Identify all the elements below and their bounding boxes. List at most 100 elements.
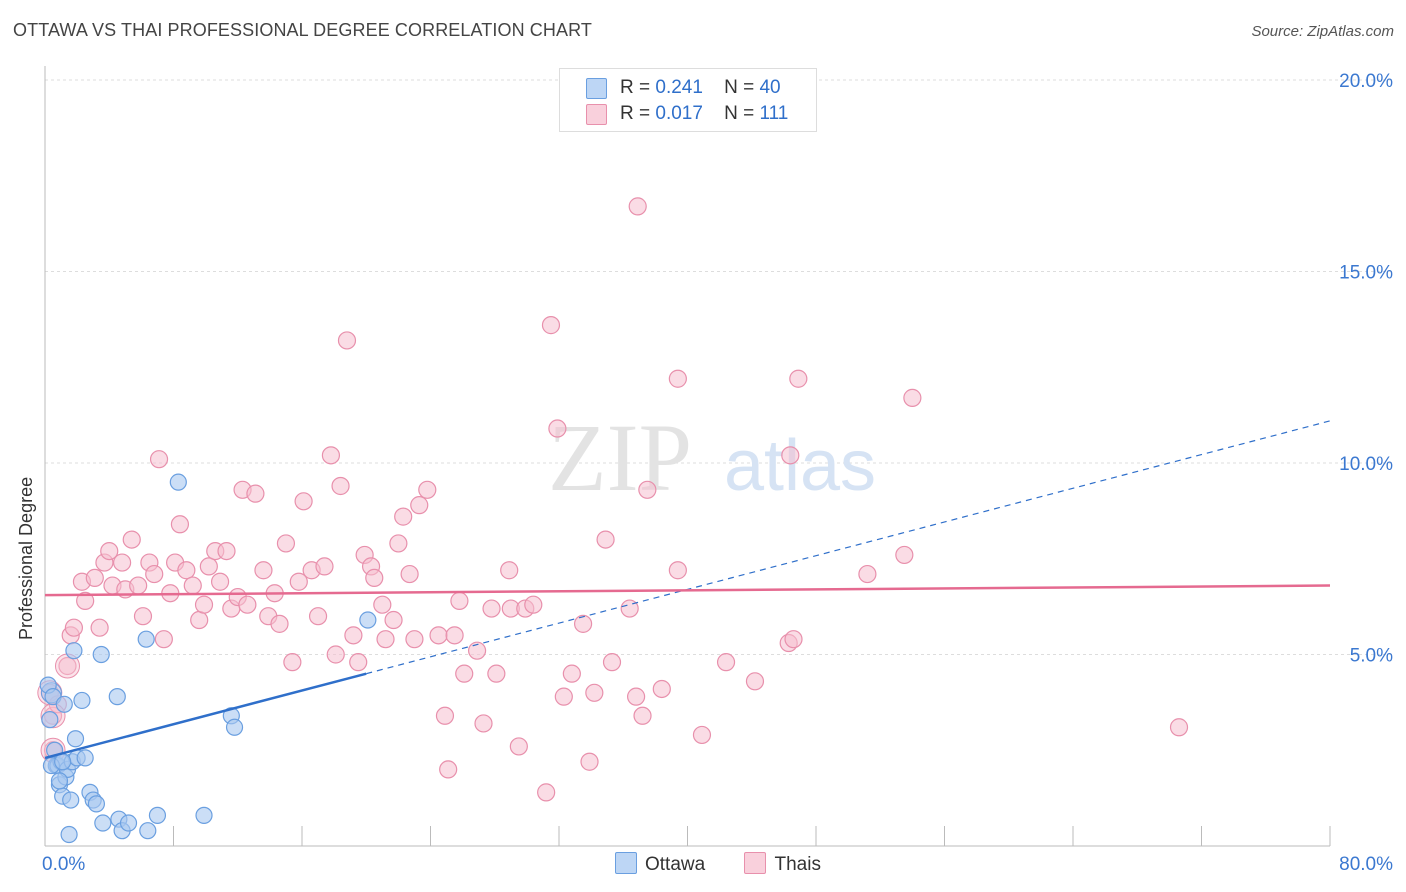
thais-point xyxy=(716,653,736,672)
thais-point xyxy=(90,618,109,637)
thais-point xyxy=(217,541,236,561)
y-tick-label: 20.0% xyxy=(1339,71,1393,92)
ottawa-point xyxy=(139,822,157,840)
thais-point xyxy=(376,630,395,649)
thais-point xyxy=(668,369,687,388)
thais-point xyxy=(58,656,77,676)
thais-point xyxy=(585,683,604,702)
thais-point xyxy=(154,630,173,649)
thais-point xyxy=(326,645,345,664)
thais-point xyxy=(394,507,413,526)
thais-point xyxy=(580,752,599,771)
thais-point xyxy=(638,480,657,499)
thais-r-label: R = xyxy=(620,103,651,124)
ottawa-point xyxy=(169,473,187,491)
ottawa-point xyxy=(137,630,155,648)
ottawa-point xyxy=(359,611,377,629)
thais-swatch xyxy=(586,104,607,125)
thais-point xyxy=(100,541,119,561)
thais-point xyxy=(112,553,132,572)
thais-point xyxy=(289,572,308,591)
correlation-legend: R = 0.241 N = 40 R = 0.017 N = 111 xyxy=(559,68,817,132)
thais-point xyxy=(331,476,350,496)
thais-point xyxy=(122,530,141,549)
ottawa-point xyxy=(148,806,167,824)
thais-point xyxy=(858,564,877,584)
y-tick-label: 15.0% xyxy=(1339,263,1393,284)
thais-point xyxy=(435,706,455,725)
thais-point xyxy=(602,653,622,672)
thais-r-value: 0.017 xyxy=(655,103,703,124)
ottawa-swatch xyxy=(586,78,607,99)
ottawa-series xyxy=(39,473,377,844)
ottawa-point xyxy=(60,825,78,844)
ottawa-point xyxy=(108,688,126,706)
thais-point xyxy=(596,530,615,549)
thais-point xyxy=(628,197,647,216)
ottawa-point xyxy=(62,791,80,809)
thais-trend-line xyxy=(44,584,1331,597)
thais-point xyxy=(487,664,506,683)
thais-point xyxy=(467,641,487,660)
thais-legend-label: Thais xyxy=(774,854,821,875)
grid-layer xyxy=(45,79,1395,655)
thais-n-label: N = xyxy=(724,103,755,124)
thais-point xyxy=(548,419,567,438)
thais-point xyxy=(554,687,573,706)
thais-point xyxy=(745,672,765,691)
thais-point xyxy=(524,595,543,614)
thais-point xyxy=(337,331,357,350)
thais-point xyxy=(276,534,296,553)
ottawa-point xyxy=(195,806,213,824)
thais-point xyxy=(537,783,556,802)
ottawa-point xyxy=(73,691,91,710)
thais-point xyxy=(626,687,646,706)
thais-point xyxy=(64,618,84,637)
ottawa-point xyxy=(66,730,85,748)
thais-legend-swatch xyxy=(744,852,767,874)
ottawa-r-value: 0.241 xyxy=(655,77,703,98)
thais-point xyxy=(194,595,214,614)
trend-layer xyxy=(44,420,1331,760)
thais-point xyxy=(76,591,95,610)
thais-point xyxy=(344,626,363,645)
thais-point xyxy=(283,653,302,672)
thais-point xyxy=(183,576,202,595)
thais-point xyxy=(199,557,218,576)
ottawa-legend-swatch xyxy=(615,852,637,874)
thais-point xyxy=(482,599,501,618)
tick-labels: 5.0% 10.0% 15.0% 20.0% 0.0% 80.0% xyxy=(42,71,1393,875)
thais-point xyxy=(246,484,265,503)
thais-point xyxy=(254,561,273,580)
thais-point xyxy=(384,610,403,630)
thais-point xyxy=(294,492,313,511)
thais-point xyxy=(177,561,196,580)
thais-point xyxy=(145,564,164,584)
watermark-zip: ZIP xyxy=(548,404,692,511)
thais-point xyxy=(455,664,474,683)
bottom-legend: Ottawa Thais xyxy=(615,852,855,876)
thais-point xyxy=(418,480,437,499)
thais-point xyxy=(1169,718,1189,737)
thais-point xyxy=(400,564,419,584)
thais-point xyxy=(373,595,392,614)
thais-point xyxy=(405,630,424,649)
ottawa-point xyxy=(50,772,69,790)
thais-point xyxy=(652,679,671,699)
thais-point xyxy=(573,614,593,633)
thais-point xyxy=(789,369,808,388)
ottawa-point xyxy=(92,645,110,664)
thais-point xyxy=(389,534,408,553)
ottawa-legend-label: Ottawa xyxy=(645,854,706,875)
thais-point xyxy=(445,626,464,645)
thais-point xyxy=(315,557,334,576)
thais-point xyxy=(500,561,519,580)
thais-point xyxy=(238,595,257,614)
thais-point xyxy=(365,568,384,588)
ottawa-n-label: N = xyxy=(724,77,755,98)
ottawa-point xyxy=(55,695,73,713)
thais-point xyxy=(474,714,493,733)
thais-point xyxy=(349,653,368,672)
bottom-legend-thais: Thais xyxy=(744,852,821,876)
thais-point xyxy=(170,515,190,534)
